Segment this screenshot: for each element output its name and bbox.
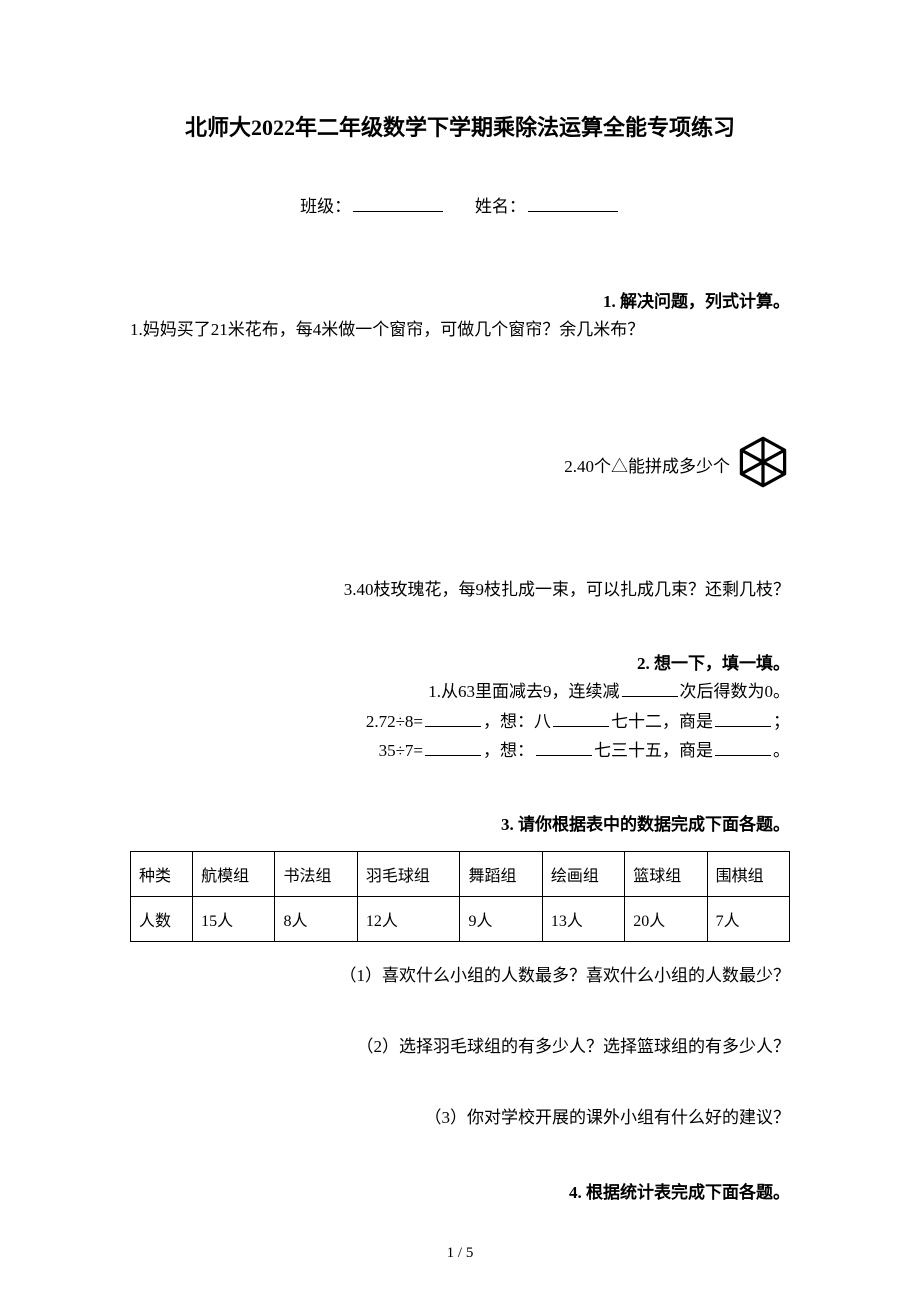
spacer bbox=[130, 991, 790, 1031]
s2-q2-d: ； bbox=[773, 712, 790, 731]
s3-q2: （2）选择羽毛球组的有多少人？选择篮球组的有多少人？ bbox=[130, 1033, 790, 1060]
s2-q2-c: 七十二，商是 bbox=[611, 712, 713, 731]
spacer bbox=[130, 345, 790, 425]
s2-q2-g: 七三十五，商是 bbox=[594, 741, 713, 760]
fill-blank[interactable] bbox=[536, 738, 592, 756]
spacer bbox=[130, 1134, 790, 1174]
page-number: 1 / 5 bbox=[0, 1245, 920, 1262]
class-label: 班级： bbox=[300, 197, 351, 216]
table-cell: 13人 bbox=[542, 896, 624, 941]
table-row: 人数 15人 8人 12人 9人 13人 20人 7人 bbox=[131, 896, 790, 941]
fill-blank[interactable] bbox=[425, 738, 481, 756]
s1-q2-line: 2.40个△能拼成多少个 bbox=[130, 435, 790, 494]
s1-q1: 1.妈妈买了21米花布，每4米做一个窗帘，可做几个窗帘？余几米布？ bbox=[130, 316, 790, 343]
fill-blank[interactable] bbox=[715, 738, 771, 756]
s2-q1-post: 次后得数为0。 bbox=[680, 682, 791, 701]
s3-q1: （1）喜欢什么小组的人数最多？喜欢什么小组的人数最少？ bbox=[130, 962, 790, 989]
table-cell: 7人 bbox=[707, 896, 789, 941]
s1-q2-text: 2.40个△能拼成多少个 bbox=[564, 452, 730, 477]
name-blank[interactable] bbox=[528, 194, 618, 212]
spacer bbox=[130, 1062, 790, 1102]
spacer bbox=[130, 605, 790, 645]
table-cell: 绘画组 bbox=[542, 851, 624, 896]
table-row: 种类 航模组 书法组 羽毛球组 舞蹈组 绘画组 篮球组 围棋组 bbox=[131, 851, 790, 896]
activity-table: 种类 航模组 书法组 羽毛球组 舞蹈组 绘画组 篮球组 围棋组 人数 15人 8… bbox=[130, 851, 790, 942]
table-cell: 围棋组 bbox=[707, 851, 789, 896]
student-info-line: 班级： 姓名： bbox=[130, 192, 790, 217]
s3-q3: （3）你对学校开展的课外小组有什么好的建议？ bbox=[130, 1104, 790, 1131]
table-cell: 书法组 bbox=[275, 851, 357, 896]
s2-q2-line1: 2.72÷8= ，想：八 七十二，商是 ； bbox=[130, 708, 790, 735]
s2-q2-f: ，想： bbox=[483, 741, 534, 760]
hexagon-icon bbox=[736, 435, 790, 494]
spacer bbox=[130, 494, 790, 574]
table-cell: 篮球组 bbox=[625, 851, 707, 896]
page-title: 北师大2022年二年级数学下学期乘除法运算全能专项练习 bbox=[130, 110, 790, 142]
table-cell: 12人 bbox=[357, 896, 460, 941]
section-1-heading: 1. 解决问题，列式计算。 bbox=[130, 287, 790, 312]
fill-blank[interactable] bbox=[553, 709, 609, 727]
table-cell: 航模组 bbox=[193, 851, 275, 896]
table-cell: 羽毛球组 bbox=[357, 851, 460, 896]
class-blank[interactable] bbox=[353, 194, 443, 212]
s2-q2-a: 2.72÷8= bbox=[366, 712, 423, 731]
row-label: 种类 bbox=[131, 851, 193, 896]
s2-q2-h: 。 bbox=[773, 741, 790, 760]
table-cell: 20人 bbox=[625, 896, 707, 941]
s2-q2-b: ，想：八 bbox=[483, 712, 551, 731]
table-cell: 15人 bbox=[193, 896, 275, 941]
s2-q2-line2: 35÷7= ，想： 七三十五，商是 。 bbox=[130, 737, 790, 764]
table-cell: 舞蹈组 bbox=[460, 851, 542, 896]
s2-q1: 1.从63里面减去9，连续减 次后得数为0。 bbox=[130, 678, 790, 705]
fill-blank[interactable] bbox=[715, 709, 771, 727]
s2-q1-pre: 1.从63里面减去9，连续减 bbox=[428, 682, 619, 701]
name-label: 姓名： bbox=[475, 197, 526, 216]
table-cell: 9人 bbox=[460, 896, 542, 941]
table-cell: 8人 bbox=[275, 896, 357, 941]
section-2-heading: 2. 想一下，填一填。 bbox=[130, 649, 790, 674]
section-4-heading: 4. 根据统计表完成下面各题。 bbox=[130, 1178, 790, 1203]
row-label: 人数 bbox=[131, 896, 193, 941]
page-container: 北师大2022年二年级数学下学期乘除法运算全能专项练习 班级： 姓名： 1. 解… bbox=[0, 0, 920, 1302]
fill-blank[interactable] bbox=[622, 679, 678, 697]
fill-blank[interactable] bbox=[425, 709, 481, 727]
section-3-heading: 3. 请你根据表中的数据完成下面各题。 bbox=[130, 810, 790, 835]
spacer bbox=[130, 766, 790, 806]
s1-q3: 3.40枝玫瑰花，每9枝扎成一束，可以扎成几束？还剩几枝？ bbox=[130, 576, 790, 603]
s2-q2-e: 35÷7= bbox=[379, 741, 423, 760]
